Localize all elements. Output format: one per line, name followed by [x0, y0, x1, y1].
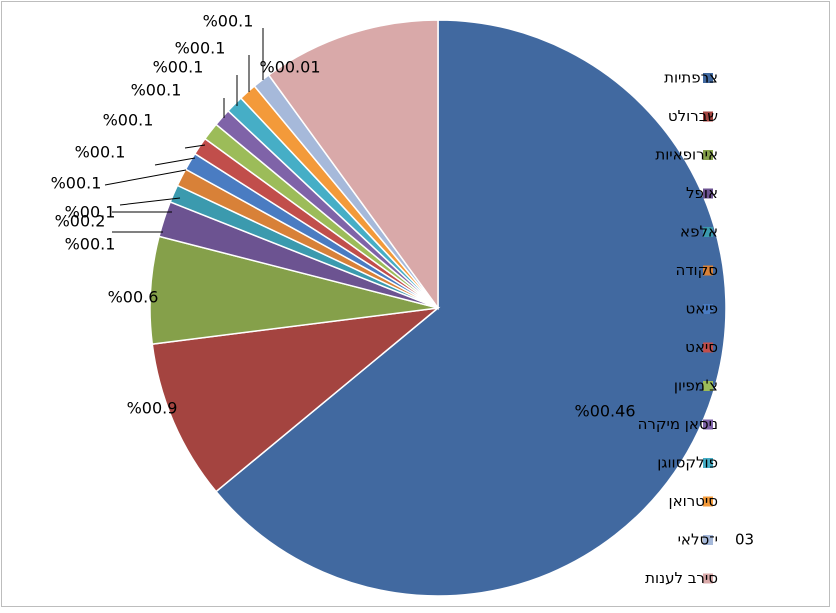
legend-swatch-6	[703, 265, 713, 276]
legend-label-4: אופל	[686, 184, 718, 202]
leader-line-8	[154, 157, 196, 166]
pie-slice-2	[151, 306, 441, 493]
legend-swatch-12	[703, 496, 713, 507]
data-label-1: %00.46	[574, 402, 635, 421]
pie-slices	[149, 19, 727, 597]
data-label-13: %00.1	[203, 12, 254, 31]
legend-label-5: אלפא	[680, 223, 718, 241]
legend-swatch-14	[703, 573, 713, 584]
legend-label-6: סקודה	[676, 261, 718, 279]
legend-swatch-4	[703, 188, 713, 199]
legend-label-2: שברולט	[668, 107, 718, 125]
legend-overlap-text: 03	[735, 531, 754, 549]
data-label-6: %00.1	[65, 203, 116, 222]
legend-label-14: סירב לענות	[645, 569, 718, 587]
legend-swatch-9	[703, 381, 713, 391]
legend-swatch-10	[703, 419, 713, 430]
legend: צרפתיות שברולט אירופאיות אופל אלפא סקודה פיאט ס…	[638, 69, 755, 588]
legend-swatch-2	[703, 111, 713, 122]
leader-line-7	[104, 169, 187, 186]
data-label-5: %00.2	[55, 212, 106, 231]
legend-label-7: פיאט	[686, 300, 718, 318]
legend-swatch-8	[703, 342, 713, 353]
data-label-11: %00.1	[153, 58, 204, 77]
data-labels: %00.46%00.9%00.6%00.1%00.2%00.1%00.1%00.…	[51, 12, 636, 421]
data-label-2: %00.9	[127, 399, 178, 418]
leader-line-9	[184, 144, 206, 149]
legend-swatch-1	[703, 73, 713, 83]
data-label-7: %00.1	[51, 174, 102, 193]
legend-label-12: סיטרואן	[669, 492, 718, 510]
legend-swatch-13	[703, 535, 713, 545]
legend-swatch-7	[703, 304, 713, 314]
legend-swatch-3	[703, 150, 713, 160]
legend-label-8: סיאט	[685, 338, 718, 356]
legend-swatch-11	[703, 458, 713, 468]
legend-label-11: פולקסווגן	[657, 454, 718, 472]
legend-label-3: אירופאיות	[655, 146, 718, 164]
leader-line-6	[119, 197, 181, 206]
legend-label-13: י־סלאי	[678, 531, 718, 549]
legend-swatch-5	[703, 227, 713, 237]
data-label-10: %00.1	[131, 81, 182, 100]
data-label-4: %00.1	[65, 235, 116, 254]
leader-lines	[104, 28, 264, 233]
pie-slice-1	[215, 19, 727, 597]
data-label-8: %00.1	[75, 143, 126, 162]
data-label-14: %00.01	[259, 58, 320, 77]
pie-slice-14	[267, 19, 439, 311]
legend-label-1: צרפתיות	[664, 69, 718, 87]
data-label-9: %00.1	[103, 111, 154, 130]
legend-label-9: צ'מפיון	[674, 377, 718, 395]
data-label-12: %00.1	[175, 39, 226, 58]
data-label-3: %00.6	[108, 288, 159, 307]
legend-label-10: ניסאן מיקרה	[638, 415, 718, 433]
